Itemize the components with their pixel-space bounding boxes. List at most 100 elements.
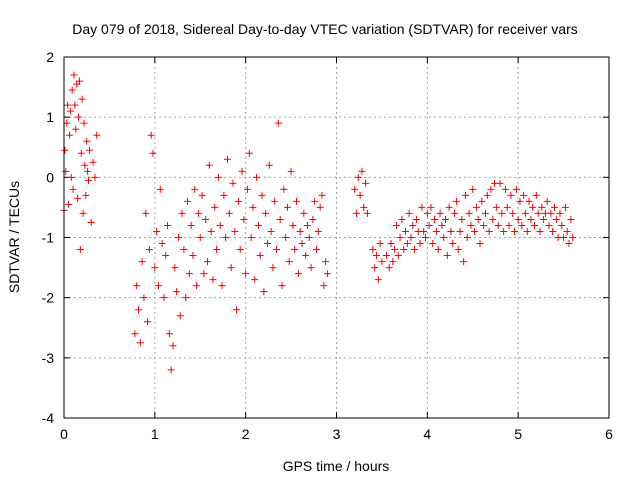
- data-point: [85, 146, 93, 154]
- data-point: [403, 240, 411, 248]
- data-point: [224, 155, 231, 163]
- data-point: [525, 197, 533, 205]
- data-point: [429, 240, 437, 248]
- x-tick-label: 3: [333, 426, 341, 442]
- data-point: [540, 215, 548, 223]
- data-point: [416, 240, 424, 248]
- data-point: [447, 227, 455, 235]
- data-point: [509, 209, 517, 217]
- data-point: [251, 276, 259, 284]
- data-point: [558, 221, 566, 229]
- plot-frame: [63, 56, 610, 419]
- data-point: [518, 221, 526, 229]
- data-point: [454, 246, 462, 254]
- data-point: [153, 227, 161, 235]
- data-point: [274, 119, 282, 127]
- data-point: [247, 234, 255, 241]
- data-point: [75, 113, 83, 121]
- data-point: [505, 221, 513, 229]
- data-point: [160, 294, 168, 302]
- data-point: [89, 158, 97, 166]
- data-point: [534, 209, 542, 217]
- data-point: [271, 197, 279, 205]
- data-point: [496, 179, 504, 187]
- data-point: [476, 240, 484, 248]
- data-point: [182, 294, 190, 302]
- data-point: [76, 246, 84, 254]
- data-point: [400, 246, 408, 254]
- data-point: [545, 221, 553, 229]
- data-point: [74, 194, 82, 202]
- data-point: [93, 131, 101, 139]
- data-point: [407, 234, 415, 241]
- data-point: [245, 149, 253, 157]
- y-tick-label: 2: [46, 49, 54, 65]
- data-point: [531, 221, 539, 229]
- data-point: [242, 270, 250, 278]
- data-point: [151, 264, 159, 272]
- data-point: [273, 246, 281, 254]
- data-point: [467, 221, 475, 229]
- data-point: [144, 318, 152, 326]
- y-tick-label: -1: [42, 230, 55, 246]
- data-point: [302, 252, 310, 260]
- data-point: [489, 215, 497, 223]
- data-point: [305, 234, 313, 241]
- data-point: [209, 276, 217, 284]
- data-point: [422, 234, 430, 241]
- data-point: [91, 173, 99, 181]
- x-tick-label: 6: [605, 426, 613, 442]
- data-point: [167, 366, 175, 374]
- data-point: [149, 149, 157, 157]
- data-point: [487, 185, 495, 193]
- data-point: [311, 197, 319, 205]
- data-point: [173, 288, 181, 296]
- data-point: [85, 176, 93, 184]
- data-point: [516, 197, 524, 205]
- data-point: [216, 221, 224, 229]
- data-point: [265, 161, 273, 169]
- data-point: [371, 264, 379, 272]
- data-point: [529, 203, 537, 211]
- data-point: [532, 191, 540, 199]
- data-point: [322, 258, 330, 266]
- data-point: [211, 203, 219, 211]
- data-point: [82, 191, 90, 199]
- data-point: [456, 227, 464, 235]
- data-point: [200, 270, 208, 278]
- data-point: [520, 191, 528, 199]
- data-point: [214, 173, 222, 181]
- x-axis-label: GPS time / hours: [283, 458, 390, 474]
- data-point: [293, 197, 301, 205]
- data-point: [291, 246, 299, 254]
- data-point: [240, 215, 248, 223]
- data-point: [303, 221, 311, 229]
- data-point: [463, 234, 471, 241]
- data-point: [61, 146, 69, 154]
- data-point: [72, 125, 80, 133]
- data-point: [260, 288, 268, 296]
- data-point: [369, 246, 377, 254]
- data-point: [396, 234, 404, 241]
- data-point: [514, 215, 522, 223]
- data-point: [231, 227, 239, 235]
- data-point: [171, 264, 179, 272]
- data-point: [78, 95, 86, 103]
- data-point: [66, 107, 74, 115]
- data-point: [551, 203, 558, 211]
- data-point: [569, 234, 577, 241]
- data-point: [387, 240, 395, 248]
- data-point: [512, 185, 520, 193]
- x-tick-label: 5: [514, 426, 522, 442]
- data-point: [249, 203, 257, 211]
- data-point: [71, 101, 79, 109]
- data-point: [222, 234, 230, 241]
- data-point: [314, 227, 322, 235]
- data-point: [398, 215, 406, 223]
- data-point: [494, 221, 502, 229]
- data-point: [445, 203, 453, 211]
- data-point: [360, 203, 368, 211]
- data-point: [536, 227, 544, 235]
- data-point: [432, 227, 440, 235]
